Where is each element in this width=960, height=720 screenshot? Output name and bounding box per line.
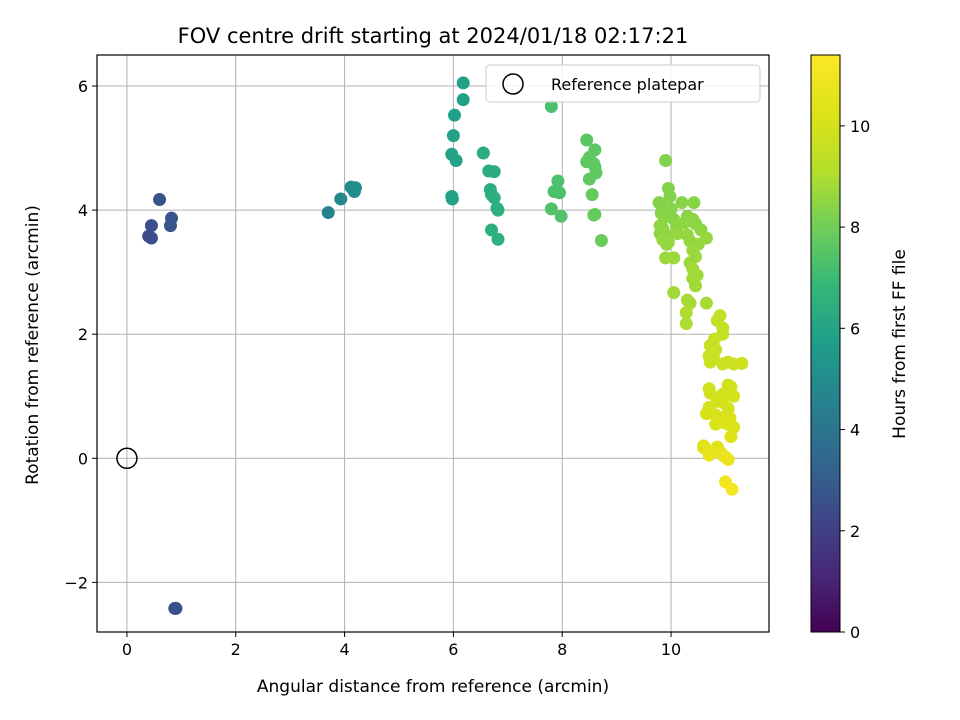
data-point — [334, 192, 348, 206]
colorbar-tick-label: 0 — [850, 623, 860, 642]
data-point — [553, 186, 567, 200]
colorbar — [810, 54, 841, 633]
data-point — [348, 181, 362, 195]
data-point — [679, 305, 693, 319]
data-point — [447, 108, 461, 122]
data-point — [703, 355, 717, 369]
data-point — [544, 202, 558, 216]
data-point — [689, 279, 703, 293]
y-tick-label: 2 — [78, 325, 88, 344]
data-point — [491, 232, 505, 246]
y-tick-label: 0 — [78, 449, 88, 468]
data-point — [699, 296, 713, 310]
x-ticks: 0 2 4 6 8 10 — [122, 632, 681, 659]
colorbar-tick-label: 4 — [850, 421, 860, 440]
data-point — [588, 207, 602, 221]
legend-label: Reference platepar — [551, 75, 704, 94]
data-point — [663, 189, 677, 203]
data-point — [476, 146, 490, 160]
y-tick-label: 6 — [78, 77, 88, 96]
y-axis-label: Rotation from reference (arcmin) — [23, 205, 43, 485]
colorbar-tick-label: 8 — [850, 218, 860, 237]
colorbar-tick-label: 10 — [850, 117, 870, 136]
data-point — [727, 389, 741, 403]
grid-lines — [97, 55, 769, 632]
data-point — [551, 174, 565, 188]
colorbar-ticks: 0 2 4 6 8 10 — [840, 117, 870, 642]
data-point — [580, 133, 594, 147]
data-point — [678, 216, 692, 230]
x-tick-label: 10 — [661, 640, 681, 659]
data-point — [735, 356, 749, 370]
x-tick-label: 6 — [448, 640, 458, 659]
data-point — [585, 188, 599, 202]
data-point — [724, 430, 738, 444]
data-point — [456, 93, 470, 107]
legend: Reference platepar — [485, 64, 761, 103]
y-tick-label: 4 — [78, 201, 88, 220]
data-point — [667, 286, 681, 300]
colorbar-tick-label: 2 — [850, 522, 860, 541]
colorbar-tick-label: 6 — [850, 319, 860, 338]
data-point — [144, 231, 158, 245]
x-axis-label: Angular distance from reference (arcmin) — [257, 677, 609, 697]
data-point — [449, 153, 463, 167]
data-point — [491, 203, 505, 217]
data-point — [721, 453, 735, 467]
data-point — [679, 317, 693, 331]
data-point — [456, 76, 470, 90]
data-point — [144, 219, 158, 233]
data-point — [660, 237, 674, 251]
x-tick-label: 0 — [122, 640, 132, 659]
legend-box — [485, 64, 761, 103]
data-point — [582, 172, 596, 186]
x-tick-label: 8 — [557, 640, 567, 659]
data-point — [484, 223, 498, 237]
x-tick-label: 2 — [231, 640, 241, 659]
colorbar-label: Hours from first FF file — [890, 249, 910, 439]
data-point — [725, 482, 739, 496]
data-point — [702, 448, 716, 462]
data-point — [321, 206, 335, 220]
x-tick-label: 4 — [339, 640, 349, 659]
y-tick-label: −2 — [64, 573, 88, 592]
reference-platepar-marker — [116, 447, 138, 470]
data-point — [445, 192, 459, 206]
data-point — [709, 417, 723, 431]
data-point — [169, 601, 183, 615]
data-point — [659, 153, 673, 167]
data-points — [116, 76, 749, 615]
data-point — [687, 196, 701, 210]
data-point — [446, 129, 460, 143]
data-point — [667, 251, 681, 265]
data-point — [153, 193, 167, 207]
data-point — [487, 165, 501, 179]
data-point — [671, 227, 685, 241]
data-point — [554, 209, 568, 223]
data-point — [675, 196, 689, 210]
data-point — [487, 191, 501, 205]
legend-marker — [502, 73, 524, 95]
data-point — [165, 211, 179, 225]
plot-frame — [96, 54, 770, 633]
y-ticks: −2 0 2 4 6 — [64, 77, 97, 592]
data-point — [544, 99, 558, 113]
chart-title: FOV centre drift starting at 2024/01/18 … — [178, 24, 689, 48]
data-point — [594, 234, 608, 248]
